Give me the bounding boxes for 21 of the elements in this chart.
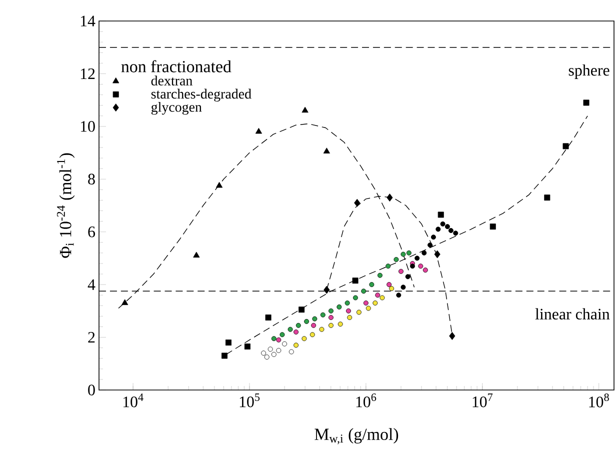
legend-label: dextran bbox=[151, 76, 192, 86]
x-tick-label: 10$^{6}$ bbox=[356, 394, 376, 408]
y-tick-label: 0 bbox=[88, 384, 95, 396]
x-tick-label: 10$^{4}$ bbox=[123, 394, 144, 408]
y-tick-label: 12 bbox=[80, 68, 95, 79]
legend-title: non fractionated bbox=[121, 60, 232, 72]
ref-line-label: sphere bbox=[568, 64, 610, 79]
y-tick-label: 8 bbox=[88, 174, 95, 185]
x-tick-label: 10$^{8}$ bbox=[589, 394, 609, 408]
x-tick-label: 10$^{5}$ bbox=[240, 394, 260, 408]
y-tick-label: 14 bbox=[80, 16, 96, 26]
y-tick-label: 2 bbox=[88, 332, 95, 343]
y-tick-label: 6 bbox=[88, 226, 96, 238]
legend-label: starches-degraded bbox=[151, 88, 252, 102]
legend-label: glycogen bbox=[151, 102, 202, 115]
x-axis-title: M$_{w,i}$ (g/mol) bbox=[314, 428, 398, 444]
x-tick-label: 10$^{7}$ bbox=[472, 394, 493, 408]
y-tick-label: 4 bbox=[88, 279, 96, 290]
y-axis-title: Φ$_{i}$ 10$^{-24}$ (mol$^{-1}$) bbox=[56, 153, 75, 258]
ref-line-label: linear chain bbox=[535, 308, 610, 320]
y-tick-label: 10 bbox=[80, 121, 95, 132]
